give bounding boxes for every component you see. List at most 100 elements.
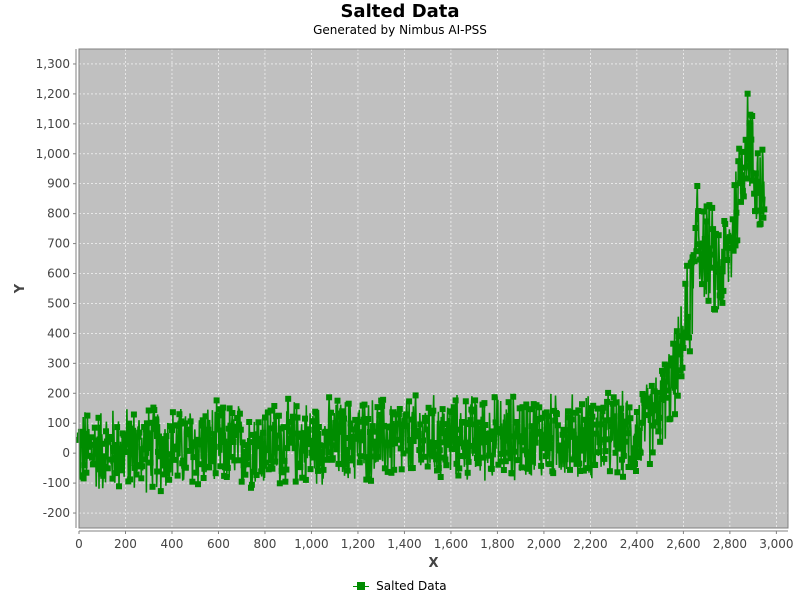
data-point — [464, 469, 471, 476]
y-tick-label: 300 — [47, 356, 70, 370]
data-point — [353, 435, 360, 442]
data-point — [722, 221, 729, 227]
y-tick-label: 1,200 — [36, 87, 70, 101]
data-point — [262, 414, 268, 421]
data-point — [103, 428, 109, 435]
data-point — [223, 474, 230, 480]
data-point — [631, 457, 638, 464]
data-point — [460, 453, 466, 459]
data-point — [101, 463, 108, 470]
data-point — [518, 464, 525, 471]
data-point — [637, 449, 644, 456]
data-point — [185, 431, 192, 438]
data-point — [76, 432, 83, 439]
data-point — [89, 454, 95, 461]
data-point — [724, 257, 731, 263]
data-point — [594, 405, 601, 412]
data-point — [325, 449, 332, 456]
data-point — [142, 456, 148, 463]
data-point — [597, 436, 604, 443]
data-point — [671, 367, 678, 374]
data-point — [619, 456, 625, 463]
data-point — [281, 457, 288, 464]
data-point — [737, 180, 744, 187]
data-point — [740, 193, 747, 200]
data-point — [678, 373, 685, 380]
data-point — [174, 472, 181, 479]
data-point — [229, 410, 236, 416]
data-point — [456, 465, 463, 472]
data-point — [326, 394, 333, 401]
data-point — [436, 447, 443, 454]
data-point — [215, 412, 222, 419]
data-point — [218, 434, 225, 441]
data-point — [658, 396, 665, 402]
data-point — [87, 441, 94, 448]
data-point — [757, 220, 764, 227]
data-point — [622, 438, 629, 445]
data-point — [509, 470, 516, 477]
data-point — [647, 410, 654, 417]
data-point — [341, 415, 347, 422]
data-point — [675, 333, 682, 340]
data-point — [576, 460, 583, 467]
data-point — [352, 416, 359, 423]
data-point — [310, 418, 317, 425]
data-point — [432, 440, 439, 446]
data-point — [609, 400, 616, 407]
data-point — [108, 456, 115, 463]
data-point — [620, 473, 626, 480]
data-point — [323, 456, 330, 463]
data-point — [214, 416, 221, 423]
data-point — [79, 472, 86, 479]
data-point — [372, 444, 379, 451]
legend: Salted Data — [0, 579, 800, 593]
data-point — [682, 280, 689, 287]
data-point — [381, 465, 388, 472]
x-tick-label: 200 — [114, 537, 137, 551]
data-point — [396, 406, 403, 412]
data-point — [252, 440, 259, 447]
data-point — [438, 430, 445, 437]
x-tick-label: 2,600 — [666, 537, 700, 551]
data-point — [319, 442, 326, 449]
data-point — [514, 419, 520, 426]
data-point — [187, 418, 194, 425]
data-point — [466, 421, 473, 428]
y-tick-label: 200 — [47, 386, 70, 400]
data-point — [730, 247, 737, 254]
data-point — [397, 445, 404, 452]
data-point — [297, 464, 304, 471]
y-tick-label: 800 — [47, 207, 70, 221]
data-point — [206, 464, 213, 471]
data-point — [148, 419, 155, 426]
data-point — [317, 460, 324, 467]
y-tick-label: 1,000 — [36, 147, 70, 161]
data-point — [423, 426, 430, 433]
data-point — [242, 471, 249, 478]
data-point — [272, 458, 279, 465]
data-point — [662, 394, 669, 401]
data-point — [235, 457, 241, 464]
data-point — [302, 476, 309, 483]
data-point — [481, 400, 488, 407]
data-point — [462, 398, 469, 405]
data-point — [344, 467, 351, 474]
data-point — [80, 475, 87, 482]
data-point — [409, 465, 416, 471]
data-point — [547, 445, 554, 452]
data-point — [85, 452, 92, 459]
data-point — [336, 413, 343, 420]
data-point — [521, 447, 528, 454]
data-point — [345, 400, 352, 407]
data-point — [515, 433, 522, 440]
data-point — [495, 461, 502, 468]
data-point — [259, 447, 266, 454]
data-point — [725, 244, 731, 251]
data-point — [532, 439, 539, 446]
data-point — [590, 402, 597, 409]
data-point — [568, 416, 575, 423]
data-point — [571, 455, 578, 462]
data-point — [430, 407, 437, 414]
data-point — [380, 396, 387, 403]
